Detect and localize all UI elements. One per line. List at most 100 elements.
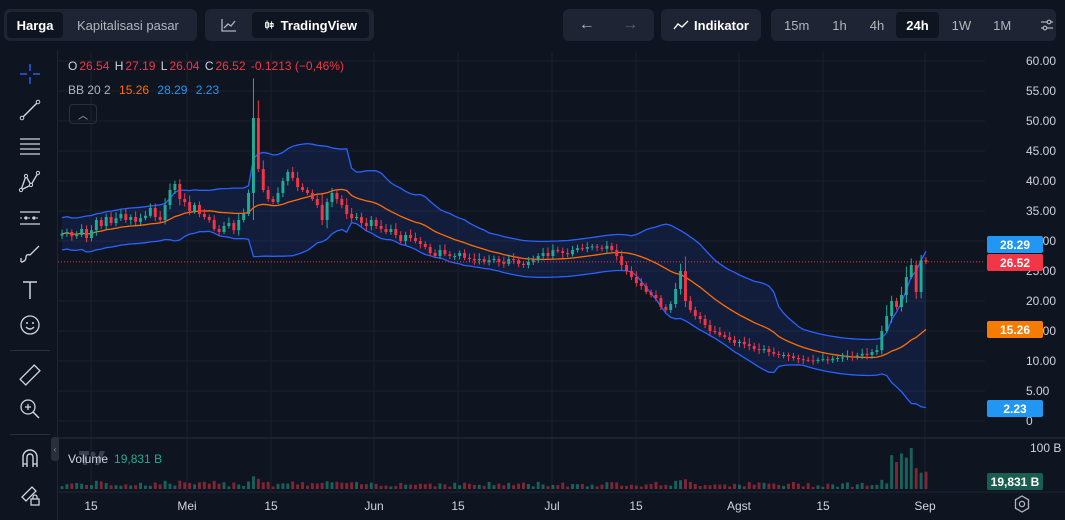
candle-body <box>271 199 275 202</box>
volume-bar <box>811 486 815 489</box>
last-price-tag: 26.52 <box>987 254 1043 271</box>
volume-bar <box>713 484 717 489</box>
volume-bar <box>85 485 89 489</box>
interval-group: 15m 1h 4h 24h 1W 1M <box>771 9 1056 41</box>
volume-bar <box>644 484 648 489</box>
time-axis-label: 15 <box>84 499 98 513</box>
bb-lower-tag: 2.23 <box>987 400 1043 417</box>
chart-settings-button[interactable] <box>1013 495 1031 513</box>
volume-bar <box>816 485 820 489</box>
crosshair-tool[interactable] <box>14 58 46 90</box>
candle-body <box>168 190 172 205</box>
magnet-tool[interactable] <box>14 443 46 475</box>
tradingview-button[interactable]: TradingView <box>252 12 369 38</box>
time-axis-label: 15 <box>451 499 465 513</box>
pattern-tool[interactable] <box>14 166 46 198</box>
volume-bar <box>286 483 290 489</box>
line-chart-button[interactable] <box>208 12 250 38</box>
interval-1w[interactable]: 1W <box>951 17 972 33</box>
forecast-tool[interactable] <box>14 202 46 234</box>
volume-bar <box>183 482 187 489</box>
bb-legend[interactable]: BB 20 2 15.26 28.29 2.23 <box>68 83 221 97</box>
interval-4h[interactable]: 4h <box>869 17 885 33</box>
brush-tool[interactable] <box>14 238 46 270</box>
candle-body <box>99 220 103 226</box>
volume-bar <box>305 485 309 489</box>
candle-body <box>261 169 265 190</box>
settings-sliders-button[interactable] <box>1032 12 1062 38</box>
candle-body <box>605 245 609 249</box>
ruler-tool[interactable] <box>14 359 46 391</box>
volume-bar <box>80 483 84 489</box>
zoom-tool[interactable] <box>14 393 46 425</box>
trend-line-tool[interactable] <box>14 94 46 126</box>
volume-bar <box>296 484 300 489</box>
emoji-tool[interactable] <box>14 309 46 341</box>
volume-bar <box>139 482 143 489</box>
time-axis-label: Mei <box>177 499 196 513</box>
tab-harga[interactable]: Harga <box>7 12 63 38</box>
candle-body <box>536 256 540 261</box>
volume-bar <box>742 486 746 489</box>
volume-bar <box>723 484 727 489</box>
volume-bar <box>129 485 133 489</box>
candle-body <box>664 307 668 310</box>
lock-drawings-tool[interactable] <box>14 479 46 511</box>
volume-bar <box>733 483 737 489</box>
candle-body <box>310 193 314 199</box>
candle-body <box>639 283 643 286</box>
candle-body <box>517 260 521 264</box>
volume-bar <box>453 482 457 489</box>
indicator-button[interactable]: Indikator <box>664 12 758 38</box>
candle-body <box>458 253 462 256</box>
volume-bar <box>919 472 923 489</box>
open-key: O <box>68 59 78 73</box>
volume-bar <box>168 483 172 489</box>
time-axis-label: 15 <box>629 499 643 513</box>
volume-bar <box>276 483 280 489</box>
text-tool[interactable] <box>14 274 46 306</box>
candle-body <box>556 250 560 252</box>
candle-body <box>816 359 820 361</box>
interval-1h[interactable]: 1h <box>832 17 847 33</box>
candle-body <box>202 214 206 217</box>
redo-button[interactable]: → <box>610 12 652 38</box>
volume-bar <box>536 481 540 489</box>
interval-24h[interactable]: 24h <box>896 12 939 38</box>
volume-bar <box>409 484 413 489</box>
volume-bar <box>575 484 579 489</box>
volume-bar <box>497 483 501 489</box>
candle-body <box>104 217 108 226</box>
candle-body <box>139 218 143 222</box>
volume-bar <box>143 485 147 489</box>
interval-1m[interactable]: 1M <box>993 17 1012 33</box>
volume-bar <box>325 481 329 489</box>
volume-bar <box>65 484 69 489</box>
volume-bar <box>752 484 756 489</box>
candle-body <box>870 352 874 355</box>
volume-bar <box>438 483 442 489</box>
tradingview-label: TradingView <box>280 17 357 33</box>
candle-body <box>492 259 496 261</box>
arrow-right-icon: → <box>622 16 639 33</box>
volume-bar <box>561 482 565 489</box>
candle-body <box>153 208 157 217</box>
legend-collapse-button[interactable]: ︿ <box>69 104 97 124</box>
volume-bar <box>924 471 928 489</box>
volume-bar <box>507 482 511 489</box>
candle-body <box>845 356 849 358</box>
close-key: C <box>204 59 214 73</box>
candle-body <box>477 259 481 261</box>
interval-15m[interactable]: 15m <box>784 17 810 33</box>
candle-body <box>737 341 741 343</box>
tab-kapitalisasi-pasar[interactable]: Kapitalisasi pasar <box>77 17 179 33</box>
candle-body <box>698 316 702 319</box>
candle-body <box>369 220 373 226</box>
volume-bar <box>703 485 707 489</box>
fib-tool[interactable] <box>14 130 46 162</box>
volume-bar <box>654 481 658 489</box>
candle-body <box>806 359 810 361</box>
undo-button[interactable]: ← <box>566 12 608 38</box>
toolbar-collapse-tab[interactable]: ‹ <box>51 437 59 461</box>
